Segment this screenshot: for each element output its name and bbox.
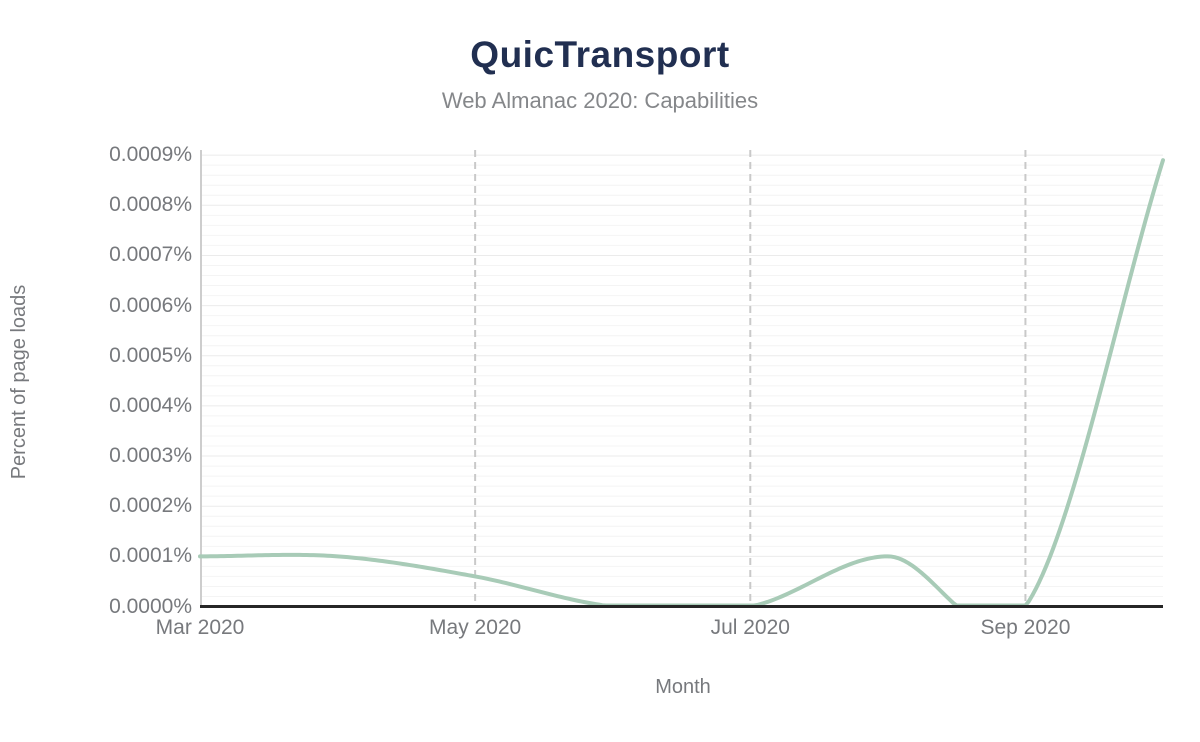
y-tick-label: 0.0000% bbox=[109, 594, 192, 618]
chart-subtitle: Web Almanac 2020: Capabilities bbox=[441, 88, 759, 113]
y-tick-label: 0.0009% bbox=[109, 143, 192, 167]
y-tick-label: 0.0007% bbox=[109, 243, 192, 267]
x-axis-title: Month bbox=[655, 676, 711, 698]
x-tick-label: May 2020 bbox=[429, 616, 522, 639]
y-tick-label: 0.0001% bbox=[109, 544, 192, 568]
chart-title: QuicTransport bbox=[470, 34, 730, 75]
x-tick-label: Jul 2020 bbox=[710, 616, 790, 639]
y-tick-label: 0.0003% bbox=[109, 444, 192, 468]
y-tick-label: 0.0002% bbox=[109, 494, 192, 518]
y-tick-label: 0.0004% bbox=[109, 393, 192, 417]
x-tick-label: Mar 2020 bbox=[155, 616, 245, 639]
y-tick-label: 0.0006% bbox=[109, 293, 192, 317]
quictransport-data-line bbox=[198, 158, 1165, 608]
y-tick-label: 0.0008% bbox=[109, 193, 192, 217]
y-tick-label: 0.0005% bbox=[109, 343, 192, 367]
y-axis-title: Percent of page loads bbox=[8, 284, 30, 480]
chart-plot-area bbox=[198, 150, 1165, 608]
x-tick-label: Sep 2020 bbox=[980, 616, 1071, 639]
